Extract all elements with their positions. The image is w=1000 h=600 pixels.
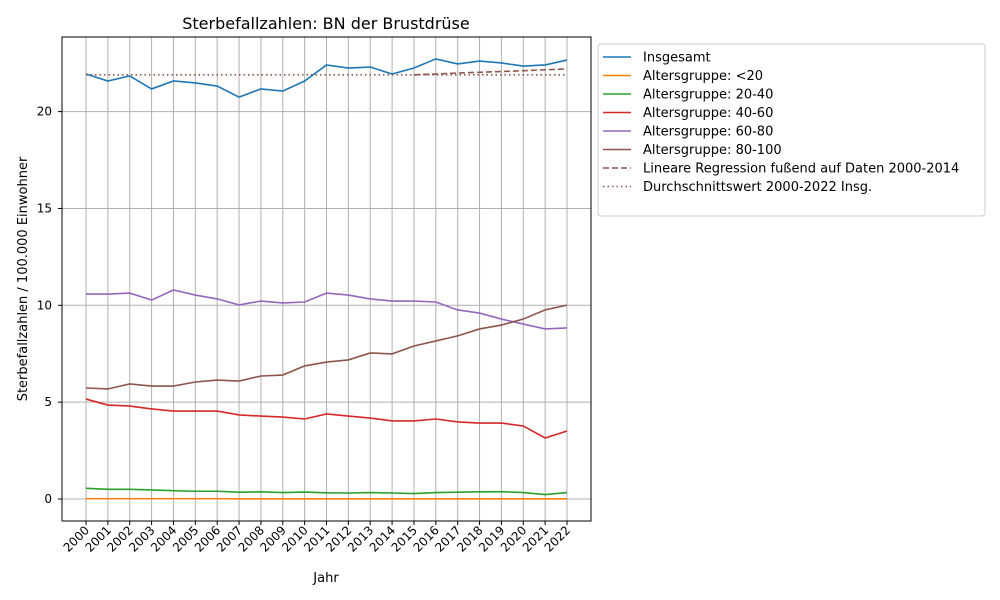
y-tick-label: 5 (44, 395, 52, 409)
chart-title: Sterbefallzahlen: BN der Brustdrüse (182, 14, 469, 33)
legend-label: Altersgruppe: 40-60 (643, 106, 773, 121)
series-line-0 (85, 58, 568, 98)
series-line-2 (85, 487, 568, 496)
y-tick-label: 15 (37, 201, 52, 215)
legend-label: Altersgruppe: 80-100 (643, 143, 782, 158)
legend-label: Durchschnittswert 2000-2022 Insg. (643, 180, 872, 195)
legend-label: Altersgruppe: 20-40 (643, 88, 773, 103)
y-tick-label: 10 (37, 298, 52, 312)
legend-label: Lineare Regression fußend auf Daten 2000… (643, 162, 959, 177)
x-tick-label: 2022 (542, 523, 573, 554)
legend-label: Altersgruppe: <20 (643, 69, 763, 84)
legend: Insgesamt Altersgruppe: <20 Altersgruppe: … (597, 43, 986, 217)
x-axis-label: Jahr (312, 571, 339, 586)
legend-label: Insgesamt (643, 51, 711, 66)
series-line-3 (85, 398, 568, 439)
y-tick-label: 0 (44, 492, 52, 506)
legend-label: Altersgruppe: 60-80 (643, 125, 773, 140)
series-line-4 (86, 289, 568, 330)
series-line-6 (413, 68, 568, 76)
series-line-5 (85, 304, 568, 390)
y-tick-label: 20 (37, 105, 52, 119)
y-axis-label: Sterbefallzahlen / 100.000 Einwohner (16, 156, 31, 401)
